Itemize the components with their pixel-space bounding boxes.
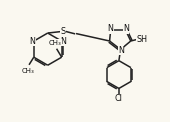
Text: S: S xyxy=(60,27,65,36)
Text: CH₃: CH₃ xyxy=(49,40,62,46)
Text: N: N xyxy=(60,37,66,46)
Text: N: N xyxy=(30,37,36,46)
Text: N: N xyxy=(118,46,124,55)
Text: Cl: Cl xyxy=(115,94,123,103)
Text: N: N xyxy=(123,25,129,33)
Text: N: N xyxy=(107,25,113,33)
Text: SH: SH xyxy=(136,35,147,44)
Text: CH₃: CH₃ xyxy=(21,68,34,74)
